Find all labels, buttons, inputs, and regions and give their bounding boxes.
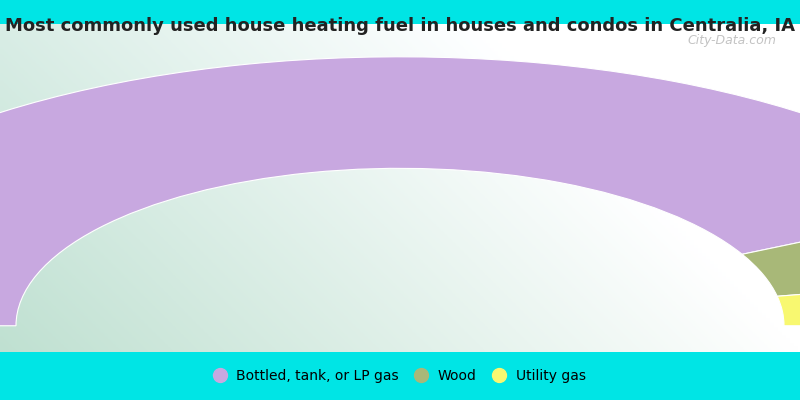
Wedge shape — [777, 275, 800, 326]
Wedge shape — [0, 57, 800, 326]
Text: Most commonly used house heating fuel in houses and condos in Centralia, IA: Most commonly used house heating fuel in… — [5, 17, 795, 35]
Legend: Bottled, tank, or LP gas, Wood, Utility gas: Bottled, tank, or LP gas, Wood, Utility … — [209, 364, 591, 389]
Wedge shape — [742, 204, 800, 296]
Text: City-Data.com: City-Data.com — [687, 34, 776, 47]
